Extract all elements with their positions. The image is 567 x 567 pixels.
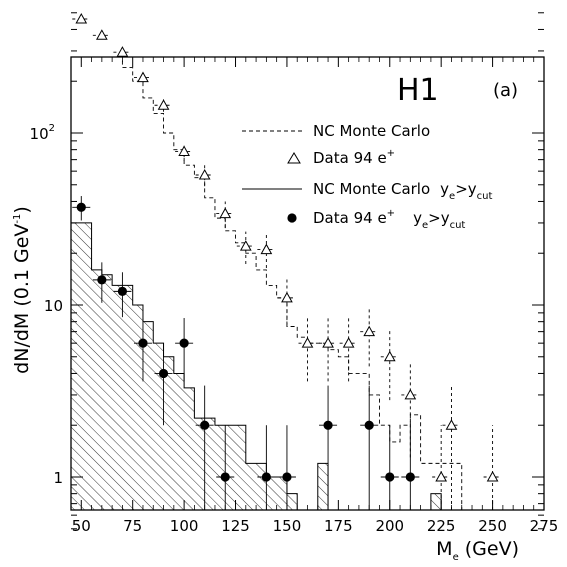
data-point-triangle bbox=[95, 29, 108, 40]
data-point-circle bbox=[117, 286, 128, 296]
data-point-triangle bbox=[404, 388, 417, 400]
legend-entry-nc-mc: NC Monte Carlo bbox=[313, 122, 430, 140]
h1-logo: H1 bbox=[397, 73, 439, 108]
x-tick-label: 50 bbox=[72, 517, 91, 535]
data-point-circle bbox=[282, 472, 292, 482]
panel-label: (a) bbox=[493, 80, 518, 101]
x-tick-label: 100 bbox=[170, 517, 199, 535]
x-tick-label: 150 bbox=[273, 517, 302, 535]
x-tick-label: 250 bbox=[478, 517, 507, 535]
data-point-circle bbox=[323, 420, 333, 430]
legend-open-triangle-icon bbox=[287, 152, 301, 164]
data-point-triangle bbox=[301, 337, 314, 348]
x-tick-label: 200 bbox=[375, 517, 404, 535]
y-tick-label: 10 bbox=[44, 297, 63, 315]
data-point-triangle bbox=[116, 46, 129, 57]
axis-ticks bbox=[71, 12, 545, 530]
data-point-triangle bbox=[281, 291, 293, 303]
data-point-triangle bbox=[260, 243, 273, 255]
x-axis-label: Me (GeV) bbox=[436, 538, 519, 563]
data-point-triangle bbox=[157, 99, 170, 110]
data-point-circle bbox=[261, 472, 271, 482]
y-axis-label: dN/dM (0.1 GeV-1) bbox=[11, 206, 33, 374]
x-tick-label: 275 bbox=[530, 517, 559, 535]
legend-entry-data: Data 94 e+ bbox=[313, 148, 395, 167]
x-tick-label: 225 bbox=[427, 517, 456, 535]
data-point-triangle bbox=[342, 337, 355, 348]
data-point-circle bbox=[385, 472, 395, 482]
data-point-circle bbox=[200, 420, 210, 430]
y-tick-label: 102 bbox=[30, 123, 55, 143]
data-point-triangle bbox=[219, 207, 232, 219]
hatched-mc-fill bbox=[71, 222, 298, 510]
data-point-triangle bbox=[486, 470, 499, 482]
legend-filled-circle-icon bbox=[287, 213, 297, 223]
data-point-triangle bbox=[435, 470, 448, 482]
x-tick-labels: 50 75 100 125 150 175 200 225 250 275 bbox=[72, 517, 559, 535]
data-point-circle bbox=[158, 368, 169, 379]
data-point-triangle bbox=[363, 325, 376, 337]
data-point-triangle bbox=[178, 145, 190, 157]
data-point-triangle bbox=[239, 240, 252, 251]
legend: NC Monte Carlo Data 94 e+ NC Monte Carlo… bbox=[242, 122, 493, 231]
data-point-triangle bbox=[137, 71, 149, 83]
data-point-triangle bbox=[445, 419, 458, 430]
data-point-triangle bbox=[198, 168, 211, 180]
hatched-mc-layer bbox=[71, 222, 442, 510]
data-point-circle bbox=[364, 420, 374, 430]
data-point-circle bbox=[405, 472, 415, 482]
data-point-circle bbox=[97, 275, 107, 285]
y-tick-label: 1 bbox=[53, 469, 63, 487]
x-tick-label: 75 bbox=[123, 517, 142, 535]
y-tick-labels: 1 10 102 bbox=[30, 123, 63, 487]
data-point-circle bbox=[220, 472, 230, 482]
x-tick-label: 125 bbox=[221, 517, 250, 535]
data-points-layer bbox=[72, 12, 502, 510]
data-point-circle bbox=[179, 338, 189, 348]
data-point-triangle bbox=[75, 12, 88, 24]
data-point-circle bbox=[138, 338, 148, 348]
data-point-circle bbox=[76, 202, 86, 212]
hatched-mc-bar bbox=[430, 493, 442, 510]
hatched-mc-bar bbox=[317, 462, 329, 510]
legend-entry-data-cut: Data 94 e+ ye>ycut bbox=[313, 208, 465, 231]
x-tick-label: 175 bbox=[324, 517, 353, 535]
legend-entry-nc-mc-cut: NC Monte Carlo ye>ycut bbox=[313, 180, 493, 202]
hatched-mc-outline bbox=[71, 222, 298, 510]
data-point-triangle bbox=[383, 350, 396, 362]
data-point-triangle bbox=[322, 337, 334, 348]
